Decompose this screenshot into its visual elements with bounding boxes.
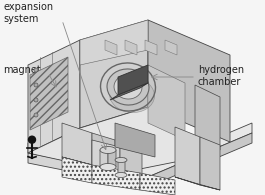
Polygon shape	[80, 20, 148, 128]
Polygon shape	[118, 158, 125, 175]
Ellipse shape	[107, 69, 149, 105]
Ellipse shape	[100, 163, 116, 170]
Ellipse shape	[114, 75, 142, 99]
Polygon shape	[108, 147, 116, 167]
Polygon shape	[28, 40, 80, 153]
Polygon shape	[175, 127, 200, 185]
Polygon shape	[175, 177, 220, 190]
Text: hydrogen
chamber: hydrogen chamber	[198, 65, 244, 87]
Polygon shape	[148, 20, 230, 142]
Polygon shape	[92, 173, 142, 183]
Circle shape	[34, 113, 38, 117]
Text: magnet: magnet	[3, 65, 41, 75]
Circle shape	[34, 68, 38, 72]
Polygon shape	[92, 140, 120, 179]
Polygon shape	[28, 107, 200, 173]
Polygon shape	[120, 147, 142, 183]
Polygon shape	[118, 65, 148, 95]
Ellipse shape	[109, 77, 154, 113]
Ellipse shape	[115, 158, 127, 162]
Polygon shape	[28, 153, 148, 187]
Polygon shape	[105, 40, 117, 55]
Circle shape	[29, 136, 36, 143]
Polygon shape	[30, 57, 68, 130]
Polygon shape	[115, 123, 155, 157]
Polygon shape	[62, 123, 92, 165]
Polygon shape	[195, 85, 220, 150]
Polygon shape	[148, 133, 252, 187]
Polygon shape	[80, 20, 148, 65]
Circle shape	[34, 98, 38, 102]
Polygon shape	[92, 133, 115, 170]
Polygon shape	[145, 40, 157, 55]
Ellipse shape	[115, 173, 127, 177]
Polygon shape	[200, 137, 220, 190]
Polygon shape	[92, 165, 140, 190]
Polygon shape	[110, 83, 148, 100]
Polygon shape	[62, 157, 115, 170]
Circle shape	[34, 83, 38, 87]
Text: expansion
system: expansion system	[3, 2, 53, 24]
Ellipse shape	[100, 146, 116, 153]
Polygon shape	[28, 123, 252, 177]
Polygon shape	[125, 40, 137, 55]
Polygon shape	[165, 40, 177, 55]
Polygon shape	[62, 157, 92, 183]
Polygon shape	[140, 173, 175, 195]
Polygon shape	[148, 65, 185, 140]
Polygon shape	[100, 147, 108, 167]
